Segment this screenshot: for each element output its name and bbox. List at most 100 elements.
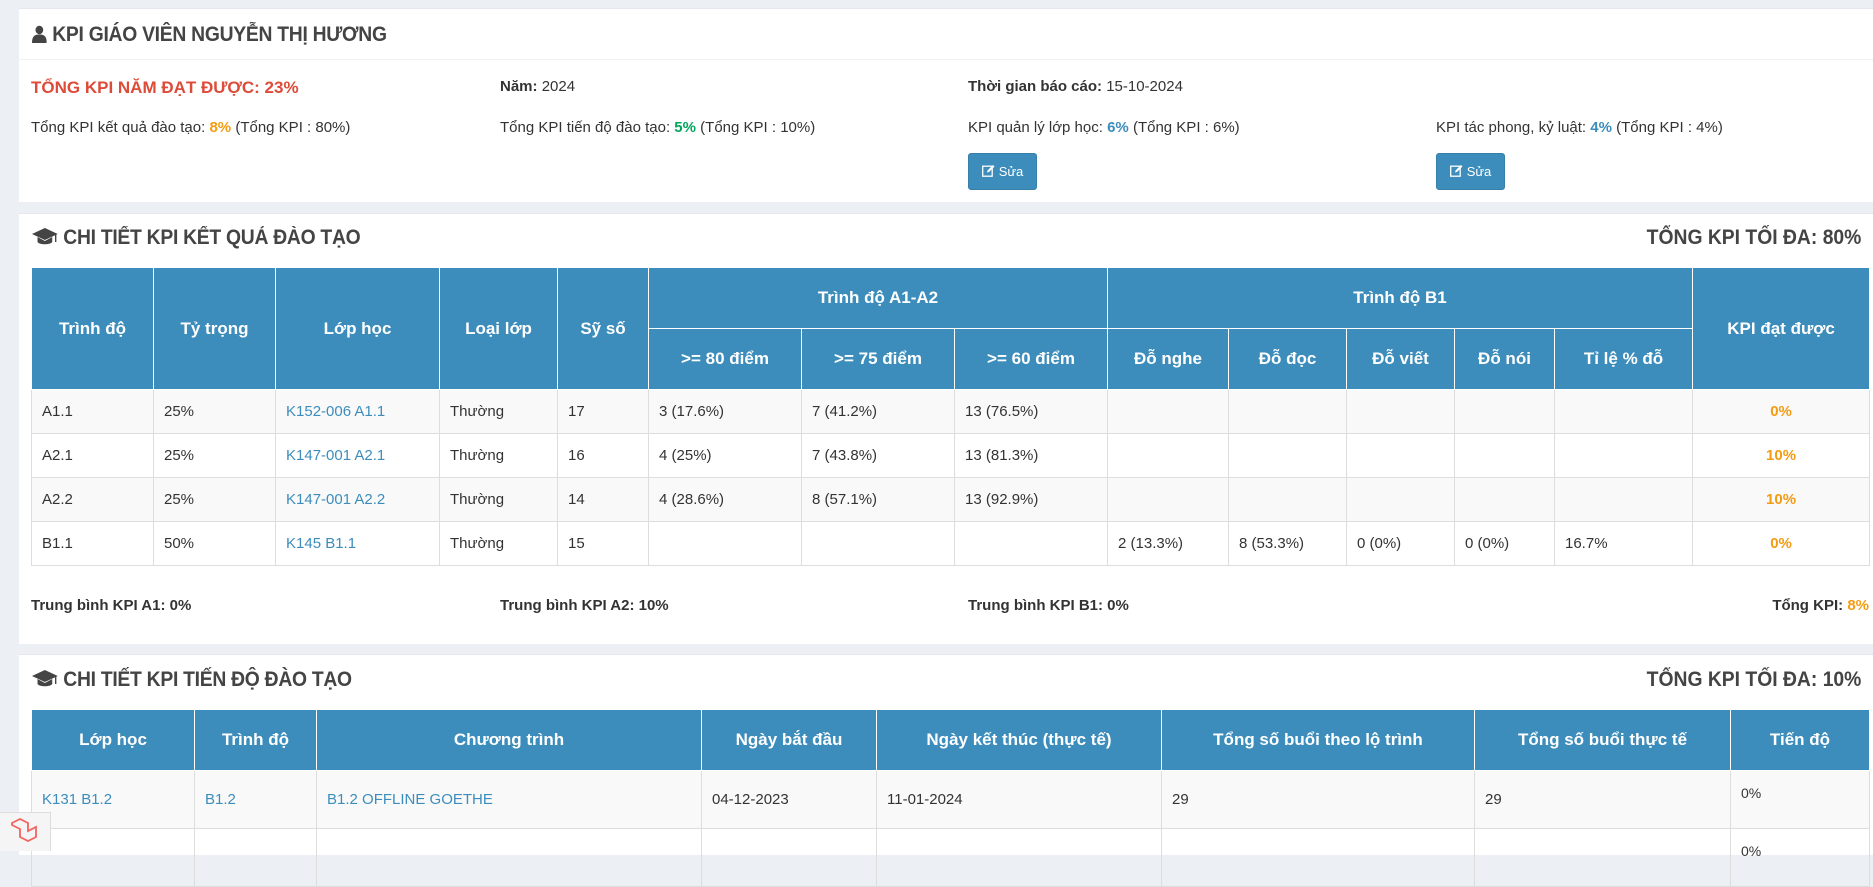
avg-kpi-a1: Trung bình KPI A1: 0% <box>31 597 192 614</box>
class-link[interactable]: K147-001 A2.2 <box>286 491 386 508</box>
cell-program <box>316 828 702 887</box>
level-link[interactable]: B1.2 <box>205 791 236 808</box>
edit-label: Sửa <box>998 164 1024 179</box>
cell-class: K145 B1.1 <box>275 521 440 566</box>
cell-actual: 29 <box>1474 770 1731 829</box>
cell-p80: 3 (17.6%) <box>648 389 802 434</box>
progress-table: Lớp học Trình độ Chương trình Ngày bắt đ… <box>31 709 1870 887</box>
total-kpi-year: TỔNG KPI NĂM ĐẠT ĐƯỢC: 23% <box>31 78 299 97</box>
cell-p60: 13 (81.3%) <box>954 433 1108 478</box>
year-value: 2024 <box>541 78 576 95</box>
cell-rate <box>1553 389 1694 434</box>
cell-program: B1.2 OFFLINE GOETHE <box>316 770 702 829</box>
progress-title-text: CHI TIẾT KPI TIẾN ĐỘ ĐÀO TẠO <box>63 668 352 691</box>
cell-class: K147-001 A2.1 <box>275 433 440 478</box>
cell-level: B1.2 <box>194 770 317 829</box>
edit-class-kpi-button[interactable]: Sửa <box>968 153 1037 190</box>
kpi-result-label: Tổng KPI kết quả đào tạo: <box>31 119 206 136</box>
cell-class: K147-001 A2.2 <box>275 477 440 522</box>
report-label: Thời gian báo cáo: <box>968 78 1103 95</box>
cell-p80 <box>648 521 802 566</box>
cell-size: 17 <box>557 389 649 434</box>
cell-progress: 0% <box>1730 828 1870 887</box>
header-class: Lớp học <box>31 709 195 771</box>
cell-rate <box>1553 433 1694 478</box>
kpi-conduct-value: 4% <box>1590 119 1612 136</box>
cell-weight: 25% <box>153 477 276 522</box>
kpi-class-info: KPI quản lý lớp học: 6% (Tổng KPI : 6%) <box>968 119 1240 136</box>
cell-level <box>194 828 317 887</box>
cell-progress: 0% <box>1730 770 1870 829</box>
header-speak: Đỗ nói <box>1454 328 1555 390</box>
header-p60: >= 60 điểm <box>954 328 1108 390</box>
cell-kpi: 10% <box>1692 477 1871 522</box>
kpi-result-info: Tổng KPI kết quả đào tạo: 8% (Tổng KPI :… <box>31 119 350 136</box>
header-p80: >= 80 điểm <box>648 328 802 390</box>
cell-p60: 13 (76.5%) <box>954 389 1108 434</box>
header-size: Sỹ số <box>557 267 649 390</box>
progress-header: CHI TIẾT KPI TIẾN ĐỘ ĐÀO TẠO TỔNG KPI TỐ… <box>19 655 1873 705</box>
cell-weight: 25% <box>153 389 276 434</box>
class-link[interactable]: K131 B1.2 <box>42 791 113 808</box>
cell-level: B1.1 <box>31 521 154 566</box>
cell-level: A2.1 <box>31 433 154 478</box>
kpi-class-total: (Tổng KPI : 6%) <box>1132 119 1240 136</box>
cell-class: K131 B1.2 <box>31 770 195 829</box>
cell-listen: 2 (13.3%) <box>1107 521 1229 566</box>
cell-p60 <box>954 521 1108 566</box>
kpi-result-total: (Tổng KPI : 80%) <box>235 119 351 136</box>
program-link[interactable]: B1.2 OFFLINE GOETHE <box>327 791 493 808</box>
cell-speak <box>1454 477 1555 522</box>
edit-conduct-kpi-button[interactable]: Sửa <box>1436 153 1505 190</box>
cell-end: 11-01-2024 <box>876 770 1162 829</box>
edit-icon <box>981 164 995 180</box>
header-listen: Đỗ nghe <box>1107 328 1229 390</box>
cell-kpi: 0% <box>1692 389 1871 434</box>
cell-listen <box>1107 389 1229 434</box>
header-weight: Tỷ trọng <box>153 267 276 390</box>
cell-actual <box>1474 828 1731 887</box>
cell-type: Thường <box>439 477 558 522</box>
kpi-progress-info: Tổng KPI tiến độ đào tạo: 5% (Tổng KPI :… <box>500 119 815 136</box>
cell-type: Thường <box>439 389 558 434</box>
cell-start: 04-12-2023 <box>701 770 877 829</box>
kpi-conduct-label: KPI tác phong, kỷ luật: <box>1436 119 1587 136</box>
table-row: A1.1 25% K152-006 A1.1 Thường 17 3 (17.6… <box>31 389 1871 434</box>
cell-p80: 4 (28.6%) <box>648 477 802 522</box>
table-row: A2.2 25% K147-001 A2.2 Thường 14 4 (28.6… <box>31 477 1871 522</box>
cell-class <box>31 828 195 887</box>
cell-write <box>1346 477 1455 522</box>
debugbar-toggle[interactable] <box>0 812 51 851</box>
cell-type: Thường <box>439 433 558 478</box>
report-value: 15-10-2024 <box>1106 78 1183 95</box>
cell-size: 16 <box>557 433 649 478</box>
header-p75: >= 75 điểm <box>801 328 955 390</box>
header-class: Lớp học <box>275 267 440 390</box>
class-link[interactable]: K147-001 A2.1 <box>286 447 386 464</box>
cell-read <box>1228 477 1347 522</box>
results-title: CHI TIẾT KPI KẾT QUẢ ĐÀO TẠO <box>32 226 361 252</box>
cell-rate <box>1553 477 1694 522</box>
results-title-text: CHI TIẾT KPI KẾT QUẢ ĐÀO TẠO <box>63 226 361 249</box>
header-read: Đỗ đọc <box>1228 328 1347 390</box>
header-start: Ngày bắt đầu <box>701 709 877 771</box>
total-kpi-label: Tổng KPI: <box>1772 597 1844 614</box>
year-info: Năm: 2024 <box>500 78 575 95</box>
cell-kpi: 10% <box>1692 433 1871 478</box>
cell-end <box>876 828 1162 887</box>
header-program: Chương trình <box>316 709 702 771</box>
kpi-conduct-info: KPI tác phong, kỷ luật: 4% (Tổng KPI : 4… <box>1436 119 1723 136</box>
progress-max-kpi: TỔNG KPI TỐI ĐA: 10% <box>1646 668 1861 691</box>
avg-kpi-a2: Trung bình KPI A2: 10% <box>500 597 669 614</box>
table-row: K131 B1.2 B1.2 B1.2 OFFLINE GOETHE 04-12… <box>31 770 1870 829</box>
user-icon <box>32 25 47 49</box>
class-link[interactable]: K152-006 A1.1 <box>286 403 386 420</box>
header-kpi: KPI đạt được <box>1692 267 1871 390</box>
class-link[interactable]: K145 B1.1 <box>286 535 357 552</box>
cell-size: 15 <box>557 521 649 566</box>
table-row: A2.1 25% K147-001 A2.1 Thường 16 4 (25%)… <box>31 433 1871 478</box>
cell-level: A2.2 <box>31 477 154 522</box>
cell-type: Thường <box>439 521 558 566</box>
table-row: 0% <box>31 828 1870 887</box>
kpi-progress-label: Tổng KPI tiến độ đào tạo: <box>500 119 671 136</box>
